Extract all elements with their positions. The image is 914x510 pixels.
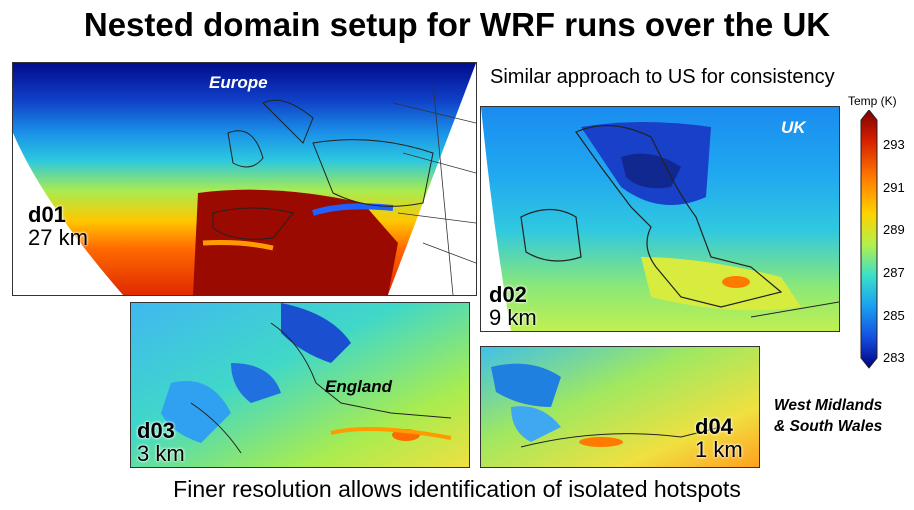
colorbar-tick: 289: [883, 222, 905, 237]
domain-resolution-d02: 9 km: [489, 305, 537, 331]
panel-label-d03: d03 3 km: [137, 419, 185, 465]
colorbar-tick: 283: [883, 350, 905, 365]
panel-label-d04: d04 1 km: [695, 415, 743, 461]
domain-resolution-d03: 3 km: [137, 441, 185, 467]
slide-title: Nested domain setup for WRF runs over th…: [83, 6, 831, 43]
map-panel-d02: UK d02 9 km: [480, 106, 840, 332]
domain-name-d03: d03: [137, 418, 175, 443]
region-label-europe: Europe: [209, 73, 268, 92]
colorbar-tick: 285: [883, 308, 905, 323]
region-label-line2: & South Wales: [774, 417, 883, 435]
west-midlands-temperature-map: [481, 347, 759, 467]
map-panel-d03: England d03 3 km: [130, 302, 470, 468]
panel-label-d02: d02 9 km: [489, 283, 537, 329]
map-panel-d04: d04 1 km: [480, 346, 760, 468]
colorbar-tick: 287: [883, 265, 905, 280]
uk-temperature-map: [481, 107, 839, 331]
region-label-west-midlands: West Midlands & South Wales: [774, 396, 882, 438]
region-label-uk: UK: [781, 118, 806, 137]
europe-temperature-map: [13, 63, 476, 295]
colorbar-title: Temp (K): [848, 94, 897, 108]
temperature-colorbar: [860, 110, 878, 369]
domain-name-d01: d01: [28, 202, 66, 227]
domain-name-d02: d02: [489, 282, 527, 307]
england-temperature-map: [131, 303, 469, 467]
slide-footer: Finer resolution allows identification o…: [173, 476, 741, 502]
slide-subtitle: Similar approach to US for consistency: [490, 66, 835, 88]
domain-resolution-d01: 27 km: [28, 225, 88, 251]
colorbar-tick: 291: [883, 180, 905, 195]
domain-name-d04: d04: [695, 414, 733, 439]
region-label-line1: West Midlands: [774, 397, 883, 414]
panel-label-d01: d01 27 km: [28, 203, 88, 249]
map-panel-d01: Europe d01 27 km: [12, 62, 477, 296]
colorbar-tick: 293: [883, 137, 905, 152]
domain-resolution-d04: 1 km: [695, 437, 743, 463]
region-label-england: England: [325, 377, 393, 396]
